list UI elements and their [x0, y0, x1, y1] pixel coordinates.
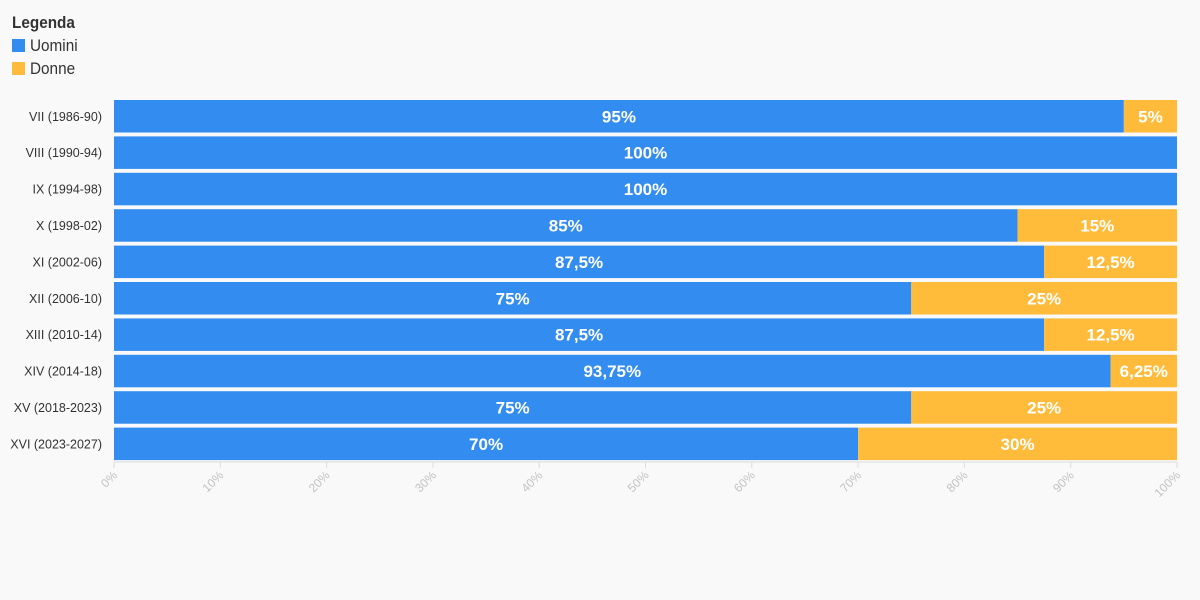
data-label: 100%: [624, 144, 667, 163]
bar-segment-uomini[interactable]: [114, 245, 1045, 279]
category-label: XII (2006-10): [29, 292, 102, 306]
x-tick-label: 20%: [306, 468, 333, 495]
legend-label-donne: Donne: [30, 58, 76, 78]
bar-segment-donne[interactable]: [1044, 245, 1177, 279]
bar-segment-uomini[interactable]: [114, 100, 1124, 133]
legend-item-uomini[interactable]: Uomini: [12, 34, 83, 57]
data-label: 25%: [1027, 398, 1061, 417]
bar-segment-donne[interactable]: [1017, 209, 1177, 242]
x-tick-label: 90%: [1050, 468, 1077, 495]
category-label: IX (1994-98): [33, 183, 102, 197]
data-label: 6,25%: [1120, 362, 1168, 381]
x-tick-label: 100%: [1152, 468, 1184, 500]
category-label: XVI (2023-2027): [10, 437, 102, 451]
bar-segment-uomini[interactable]: [114, 282, 912, 315]
legend-label-uomini: Uomini: [30, 35, 78, 55]
category-label: XIV (2014-18): [24, 365, 102, 379]
data-label: 87,5%: [555, 326, 603, 345]
data-label: 5%: [1138, 107, 1163, 126]
legend-swatch-uomini: [12, 39, 25, 52]
x-tick-label: 40%: [518, 468, 545, 495]
data-label: 15%: [1080, 216, 1114, 235]
data-label: 75%: [496, 289, 530, 308]
bar-segment-donne[interactable]: [1123, 100, 1177, 133]
bar-segment-uomini[interactable]: [114, 354, 1111, 388]
data-label: 12,5%: [1086, 326, 1134, 345]
bar-segment-uomini[interactable]: [114, 391, 912, 424]
bar-segment-donne[interactable]: [858, 427, 1177, 461]
data-label: 100%: [624, 180, 667, 199]
x-tick-label: 30%: [412, 468, 439, 495]
legend-item-donne[interactable]: Donne: [12, 57, 83, 80]
data-label: 12,5%: [1086, 253, 1134, 272]
x-tick-label: 0%: [98, 468, 120, 490]
category-label: XIII (2010-14): [26, 328, 102, 342]
x-tick-label: 80%: [944, 468, 971, 495]
legend-title: Legenda: [12, 13, 75, 32]
bar-segment-uomini[interactable]: [114, 136, 1177, 169]
category-label: XI (2002-06): [33, 255, 102, 269]
bar-segment-uomini[interactable]: [114, 209, 1018, 242]
category-label: VIII (1990-94): [26, 146, 102, 160]
bar-segment-uomini[interactable]: [114, 427, 859, 461]
data-label: 87,5%: [555, 253, 603, 272]
x-axis-ticks: 0% 10% 20% 30% 40% 50% 60% 70% 80% 90% 100%: [98, 462, 1183, 500]
data-label: 70%: [469, 435, 503, 454]
data-label: 75%: [496, 398, 530, 417]
bar-segment-uomini[interactable]: [114, 318, 1045, 351]
x-tick-label: 70%: [837, 468, 864, 495]
x-tick-label: 60%: [731, 468, 758, 495]
bar-segment-donne[interactable]: [911, 391, 1177, 424]
legend: Legenda Uomini Donne: [12, 12, 83, 80]
data-label: 93,75%: [583, 362, 641, 381]
category-label: X (1998-02): [36, 219, 102, 233]
bar-segment-donne[interactable]: [911, 282, 1177, 315]
bar-segment-donne[interactable]: [1044, 318, 1177, 351]
category-label: XV (2018-2023): [14, 401, 102, 415]
legend-swatch-donne: [12, 62, 25, 75]
bars-group: VII (1986-90) 95% 5% VIII (1990-94) 100% IX (…: [10, 100, 1177, 461]
x-tick-label: 10%: [200, 468, 227, 495]
category-label: VII (1986-90): [29, 110, 102, 124]
data-label: 95%: [602, 107, 636, 126]
data-label: 85%: [549, 216, 583, 235]
data-label: 25%: [1027, 289, 1061, 308]
data-label: 30%: [1001, 435, 1035, 454]
bar-segment-donne[interactable]: [1110, 354, 1177, 388]
x-tick-label: 50%: [625, 468, 652, 495]
bar-segment-uomini[interactable]: [114, 172, 1177, 206]
